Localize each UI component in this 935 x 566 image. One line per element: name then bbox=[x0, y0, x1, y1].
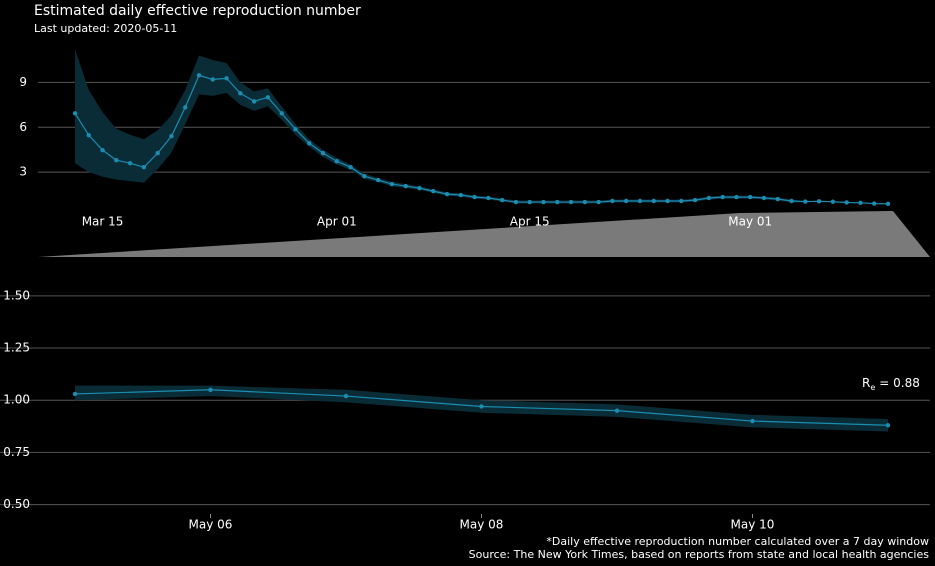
y-tick-label: 0.75 bbox=[3, 445, 30, 459]
line bbox=[74, 74, 889, 205]
x-tick-label: Apr 01 bbox=[317, 215, 357, 229]
point bbox=[100, 147, 105, 153]
point bbox=[679, 198, 684, 204]
x-tick-label: Mar 15 bbox=[82, 215, 124, 229]
point bbox=[651, 198, 656, 204]
point bbox=[637, 198, 643, 204]
point bbox=[555, 199, 560, 205]
chart-title: Estimated daily effective reproduction n… bbox=[34, 3, 361, 19]
y-tick-label: 0.50 bbox=[3, 497, 30, 511]
point bbox=[541, 199, 546, 205]
point bbox=[444, 191, 450, 197]
point bbox=[775, 196, 780, 202]
point bbox=[224, 76, 229, 81]
point bbox=[472, 194, 477, 200]
x-tick-label: Apr 15 bbox=[510, 215, 550, 229]
point bbox=[183, 105, 188, 110]
point bbox=[692, 197, 698, 203]
point bbox=[458, 192, 464, 198]
x-tick-label: May 08 bbox=[460, 518, 504, 532]
point bbox=[72, 391, 78, 397]
point bbox=[568, 199, 574, 205]
point bbox=[858, 200, 863, 205]
y-tick-label: 9 bbox=[19, 75, 27, 89]
point bbox=[789, 198, 794, 204]
annotation-symbol: R bbox=[862, 376, 870, 390]
source: Source: The New York Times, based on rep… bbox=[469, 548, 930, 561]
point bbox=[499, 197, 505, 203]
point bbox=[375, 177, 381, 183]
point bbox=[127, 160, 133, 166]
point bbox=[196, 73, 202, 78]
annotation-subscript: e bbox=[870, 383, 875, 392]
zoom-connector bbox=[38, 211, 930, 257]
point bbox=[816, 199, 822, 204]
point bbox=[582, 199, 588, 205]
point bbox=[251, 99, 257, 104]
y-tick-label: 6 bbox=[19, 120, 27, 134]
point bbox=[748, 194, 753, 200]
point bbox=[844, 200, 849, 205]
point bbox=[307, 141, 312, 146]
point bbox=[114, 157, 119, 163]
point bbox=[750, 418, 755, 424]
y-tick-label: 1.50 bbox=[3, 288, 30, 302]
point bbox=[720, 194, 725, 200]
point bbox=[610, 198, 615, 204]
point bbox=[830, 199, 836, 204]
footnote: *Daily effective reproduction number cal… bbox=[546, 535, 929, 548]
point bbox=[486, 195, 491, 201]
point bbox=[210, 77, 215, 82]
point bbox=[623, 198, 629, 204]
point bbox=[334, 159, 340, 164]
chart-subtitle: Last updated: 2020-05-11 bbox=[34, 22, 177, 35]
point bbox=[169, 134, 174, 139]
point bbox=[885, 201, 891, 207]
annotation-text: = 0.88 bbox=[879, 376, 920, 390]
point bbox=[596, 199, 601, 205]
point bbox=[141, 164, 147, 170]
point bbox=[872, 201, 877, 206]
annotation: Re = 0.88 bbox=[862, 376, 920, 392]
point bbox=[86, 132, 91, 138]
x-tick-label: May 01 bbox=[728, 215, 772, 229]
point bbox=[155, 150, 160, 156]
y-tick-label: 1.00 bbox=[3, 393, 30, 407]
point bbox=[734, 194, 739, 200]
point bbox=[362, 173, 367, 179]
point bbox=[403, 183, 408, 189]
point bbox=[706, 195, 712, 201]
point bbox=[72, 111, 78, 116]
y-tick-label: 1.25 bbox=[3, 341, 30, 355]
point bbox=[208, 387, 213, 392]
y-tick-label: 3 bbox=[19, 165, 27, 179]
point bbox=[320, 150, 326, 156]
point bbox=[614, 408, 620, 413]
point bbox=[348, 164, 353, 170]
point bbox=[343, 393, 349, 399]
point bbox=[238, 91, 243, 96]
point bbox=[665, 198, 670, 204]
x-tick-label: May 06 bbox=[189, 518, 233, 532]
point bbox=[431, 188, 436, 194]
point bbox=[761, 195, 767, 201]
point bbox=[279, 111, 284, 116]
x-tick-label: May 10 bbox=[731, 518, 775, 532]
point bbox=[803, 199, 808, 204]
point bbox=[293, 127, 298, 132]
point bbox=[479, 404, 484, 409]
point bbox=[417, 185, 422, 191]
point bbox=[265, 95, 271, 100]
point bbox=[527, 199, 532, 205]
point bbox=[885, 423, 891, 428]
point bbox=[389, 181, 395, 187]
point bbox=[513, 199, 519, 205]
